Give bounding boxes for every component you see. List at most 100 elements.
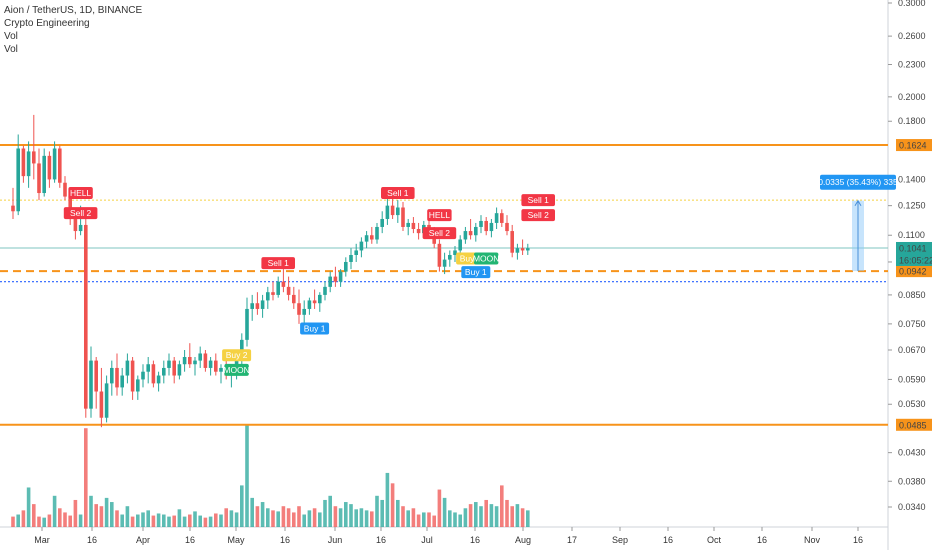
candle-body	[188, 357, 192, 365]
volume-bar	[182, 516, 187, 527]
signal-text: Buy 1	[465, 267, 487, 277]
signal-text: Sell 2	[429, 228, 451, 238]
volume-bar	[370, 511, 374, 527]
signal-text: HELL	[70, 188, 92, 198]
candle-body	[349, 254, 353, 262]
volume-bar	[250, 497, 254, 527]
candle-body	[141, 371, 145, 380]
candle-body	[406, 222, 410, 227]
volume-bar	[11, 516, 15, 527]
candle-body	[479, 220, 483, 227]
x-tick-label: 16	[663, 535, 673, 545]
candle-body	[203, 353, 208, 368]
signal-text: Sell 2	[528, 210, 550, 220]
x-tick-label: 16	[280, 535, 290, 545]
volume-bar	[26, 487, 31, 527]
candle-body	[115, 367, 119, 388]
candle-body	[292, 294, 296, 304]
volume-bar	[458, 514, 462, 527]
indicator-name[interactable]: Crypto Engineering	[4, 18, 90, 29]
volume-bar	[89, 495, 93, 527]
volume-bar	[494, 506, 499, 527]
candle-body	[370, 235, 374, 240]
candle-body	[214, 360, 218, 372]
candle-body	[52, 148, 57, 180]
candle-body	[162, 367, 166, 376]
candle-body	[120, 375, 124, 388]
volume-bar	[302, 514, 306, 527]
candle-body	[411, 222, 416, 230]
symbol-line[interactable]: Aion / TetherUS, 1D, BINANCE	[4, 5, 143, 16]
x-tick-label: 17	[567, 535, 577, 545]
volume-bar	[416, 514, 421, 527]
volume-bar	[16, 514, 20, 527]
signal-label-moon: MOON	[223, 363, 250, 376]
volume-bar	[120, 514, 124, 527]
chart-legend: Aion / TetherUS, 1D, BINANCE Crypto Engi…	[4, 4, 142, 56]
volume-bar	[359, 508, 364, 527]
candle-body	[463, 231, 468, 240]
volume-bar	[520, 508, 525, 527]
candle-body	[26, 151, 31, 177]
x-tick-label: Nov	[804, 535, 821, 545]
volume-bar	[224, 508, 228, 527]
volume-bar	[344, 502, 348, 527]
volume-bar	[406, 510, 410, 527]
candle-body	[448, 254, 452, 260]
countdown-badge: 16:05:22	[896, 253, 932, 266]
signal-bg	[68, 187, 93, 200]
volume-label-2[interactable]: Vol	[4, 44, 18, 55]
volume-bar	[318, 512, 322, 527]
candle-body	[266, 292, 270, 301]
volume-bar	[229, 510, 234, 527]
volume-bar	[203, 517, 208, 527]
volume-bar	[380, 499, 384, 527]
volume-bar	[385, 472, 390, 527]
y-tick-label: 0.1400	[898, 174, 926, 184]
measure-arrowhead	[854, 199, 862, 206]
candle-body	[136, 379, 140, 392]
dashed-price-badge-text: 0.0942	[899, 267, 927, 277]
volume-bar	[286, 508, 291, 527]
candle-body	[78, 224, 83, 232]
candle-body	[104, 383, 109, 418]
candle-body	[110, 367, 114, 384]
signal-text: Buy 2	[460, 253, 482, 263]
volume-bar	[37, 516, 41, 527]
candle-body	[338, 271, 343, 282]
candle-body	[359, 241, 364, 251]
candle-body	[240, 339, 244, 354]
volume-bar	[349, 504, 353, 527]
volume-bar	[146, 510, 150, 527]
signal-label-moon: MOON	[473, 252, 499, 265]
candle-body	[130, 360, 135, 392]
candle-body	[281, 281, 286, 287]
candle-body	[84, 224, 88, 409]
candle-body	[526, 248, 530, 251]
volume-label-1[interactable]: Vol	[4, 31, 18, 42]
y-tick-label: 0.1250	[898, 201, 926, 211]
candle-body	[515, 248, 520, 253]
candle-body	[380, 218, 384, 227]
volume-bar	[260, 502, 265, 527]
volume-bar	[255, 506, 260, 527]
signal-text: Sell 2	[70, 208, 92, 218]
volume-bar	[453, 512, 457, 527]
candle-body	[484, 220, 488, 232]
candle-body	[489, 222, 494, 232]
level-price-badge-text: 0.1624	[899, 141, 927, 151]
x-tick-label: Jul	[421, 535, 433, 545]
candle-body	[416, 229, 421, 234]
candle-body	[323, 286, 327, 295]
candle-body	[297, 303, 301, 315]
candle-body	[271, 292, 275, 295]
candle-body	[468, 231, 473, 236]
signal-label-sell: HELL	[68, 187, 93, 200]
volume-bar	[68, 515, 72, 527]
signal-bg	[224, 363, 249, 376]
volume-bar	[52, 495, 57, 527]
volume-bar	[240, 485, 244, 527]
volume-bar	[390, 483, 395, 527]
volume-bar	[78, 514, 83, 527]
